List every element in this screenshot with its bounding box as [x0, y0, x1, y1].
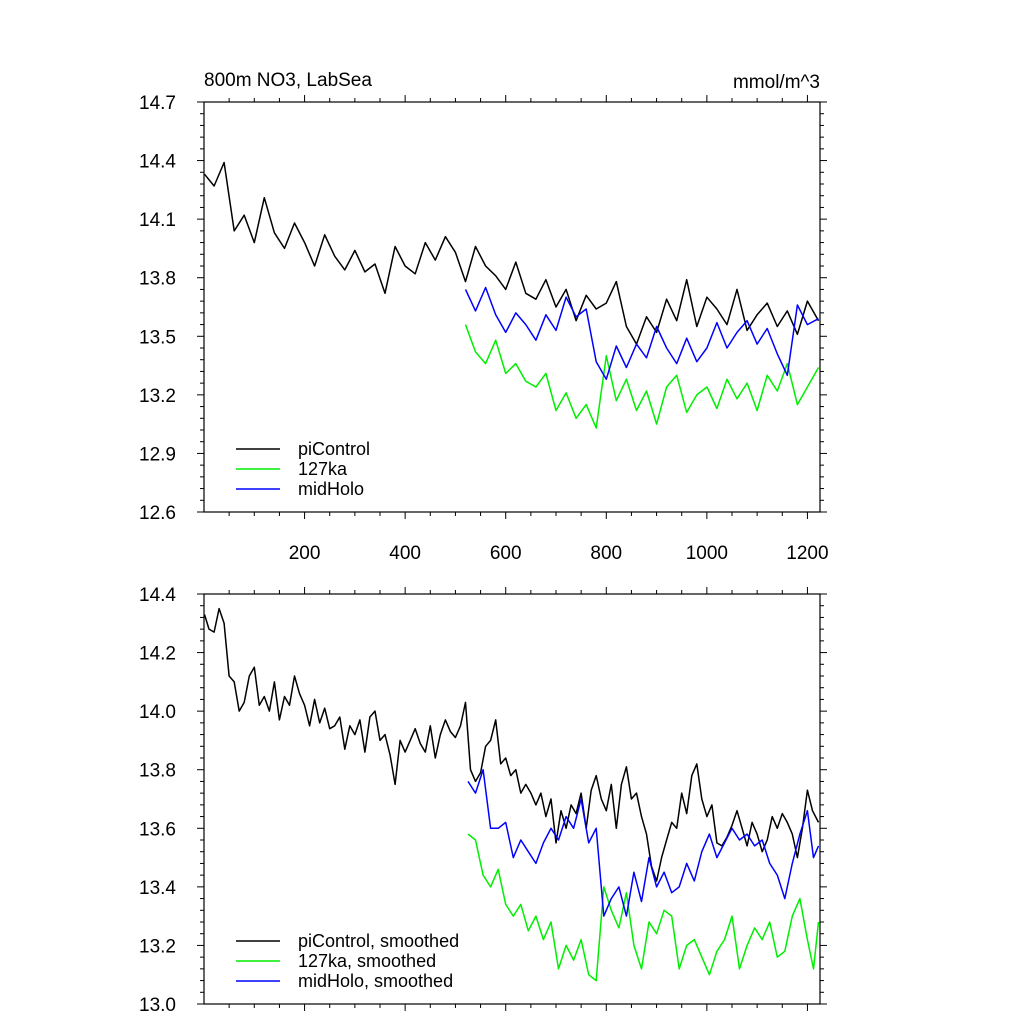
legend-label: 127ka: [298, 459, 348, 479]
y-tick-label: 14.7: [139, 93, 176, 114]
y-tick-label: 13.0: [139, 995, 176, 1016]
series-line: [464, 286, 819, 380]
y-tick-label: 12.6: [139, 503, 176, 524]
x-tick-label: 800: [590, 543, 622, 564]
plot-frame: [203, 101, 821, 513]
x-tick-label: 600: [490, 543, 522, 564]
x-tick-label: 200: [289, 543, 321, 564]
series-group: [204, 607, 820, 982]
y-tick-label: 14.1: [139, 210, 176, 231]
x-tick-label: 400: [389, 543, 421, 564]
series-group: [204, 161, 820, 429]
legend-label: midHolo, smoothed: [298, 971, 453, 991]
chart-title: 800m NO3, LabSea: [204, 70, 372, 91]
y-tick-label: 13.2: [139, 386, 176, 407]
plot-frame: [203, 593, 821, 1005]
series-line: [464, 324, 820, 429]
y-tick-label: 14.4: [139, 585, 176, 606]
series-line: [204, 161, 820, 345]
legend-label: piControl: [298, 439, 370, 459]
legend-label: 127ka, smoothed: [298, 951, 436, 971]
series-line: [467, 768, 820, 917]
y-tick-label: 14.2: [139, 644, 176, 665]
x-tick-label: 1200: [786, 543, 828, 564]
panel-bottom: 13.0 13.2 13.4 13.6 13.8 14.0 14.2 14.4 piContro…: [139, 585, 827, 1016]
y-tick-label: 13.8: [139, 269, 176, 290]
y-tick-label: 14.0: [139, 702, 176, 723]
y-tick-label: 13.6: [139, 819, 176, 840]
y-tick-label: 14.4: [139, 152, 176, 173]
y-tick-label: 12.9: [139, 444, 176, 465]
y-tick-label: 13.8: [139, 761, 176, 782]
y-tick-label: 13.4: [139, 878, 176, 899]
series-line: [204, 607, 820, 882]
legend-label: piControl, smoothed: [298, 931, 459, 951]
series-line: [467, 833, 820, 982]
x-tick-label: 1000: [686, 543, 728, 564]
units-label: mmol/m^3: [733, 72, 820, 93]
panel-top: 12.6 12.9 13.2 13.5 13.8 14.1 14.4 14.7 200 400 60…: [139, 70, 829, 564]
legend-label: midHolo: [298, 479, 364, 499]
y-tick-label: 13.5: [139, 327, 176, 348]
y-tick-label: 13.2: [139, 936, 176, 957]
